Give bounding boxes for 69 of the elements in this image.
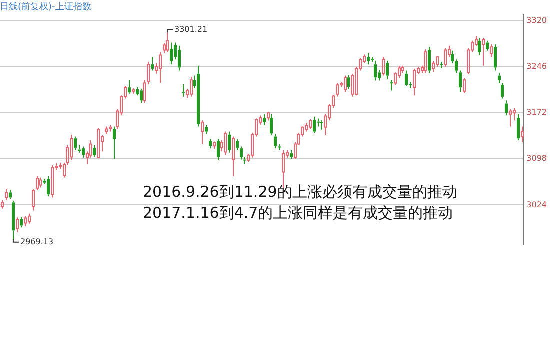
candlestick (274, 134, 277, 150)
annotation: 2016.9.26到11.29的上涨必须有成交量的推动 (143, 182, 458, 201)
candlestick (270, 114, 273, 136)
candlestick (236, 138, 239, 151)
candlestick (209, 138, 212, 150)
y-tick-label: 3172 (526, 108, 547, 118)
y-tick-label: 3246 (526, 62, 547, 72)
candlestick (347, 74, 350, 90)
annotation: 3301.21 (174, 24, 208, 34)
candlestick (182, 84, 185, 98)
candlestick (109, 125, 112, 132)
candlestick (367, 52, 370, 66)
candlestick (166, 32, 169, 53)
candlestick (521, 126, 524, 143)
candlestick (232, 136, 235, 178)
candlestick (513, 108, 516, 122)
candlestick (263, 114, 266, 126)
candlestick (20, 216, 23, 228)
candlestick (486, 40, 489, 52)
candlestick (82, 146, 85, 158)
candlestick (201, 120, 204, 145)
candlestick (178, 45, 181, 72)
candlestick (371, 56, 374, 63)
candlestick (386, 60, 389, 80)
candlestick (93, 144, 96, 158)
candlestick (136, 86, 139, 96)
y-tick-label: 3024 (526, 200, 547, 210)
candlestick (494, 44, 497, 72)
candlestick (428, 46, 431, 74)
candlestick (197, 65, 200, 128)
candlestick (140, 88, 143, 104)
candlestick (74, 136, 77, 151)
y-tick-label: 3098 (526, 154, 547, 164)
candlestick (498, 72, 501, 84)
candlestick (451, 50, 454, 64)
candlestick (151, 56, 154, 72)
candlestick (240, 146, 243, 160)
candlestick (313, 116, 316, 134)
candlestick (170, 42, 173, 66)
candlestick (390, 80, 393, 92)
candlestick (374, 60, 377, 82)
candlestick (455, 59, 458, 74)
candlestick (9, 190, 12, 200)
candlestick (128, 80, 131, 94)
candlestick (517, 114, 520, 141)
candlestick (228, 131, 231, 154)
candlestick (509, 108, 512, 128)
candlestick (505, 100, 508, 116)
candlestick (47, 176, 50, 197)
candlestick (113, 126, 116, 160)
candlestick (159, 52, 162, 84)
annotation: 2017.1.16到4.7的上涨同样是有成交量的推动 (143, 204, 454, 222)
candlestick (320, 120, 323, 130)
candlestick (12, 200, 15, 240)
candlestick (205, 125, 208, 135)
candlestick (459, 70, 462, 92)
candlestick (32, 188, 35, 212)
candlestick (478, 38, 481, 56)
candlestick (290, 150, 293, 160)
y-tick-label: 3320 (526, 16, 547, 26)
candlestick (501, 82, 504, 100)
candlestick (482, 38, 485, 66)
chart-title: 日线(前复权)-上证指数 (0, 2, 92, 13)
candlestick (217, 138, 220, 161)
candlestick (413, 68, 416, 96)
annotation: 2969.13 (20, 237, 54, 246)
candlestick (440, 62, 443, 69)
candlestick (278, 144, 281, 151)
candlestick (405, 70, 408, 87)
